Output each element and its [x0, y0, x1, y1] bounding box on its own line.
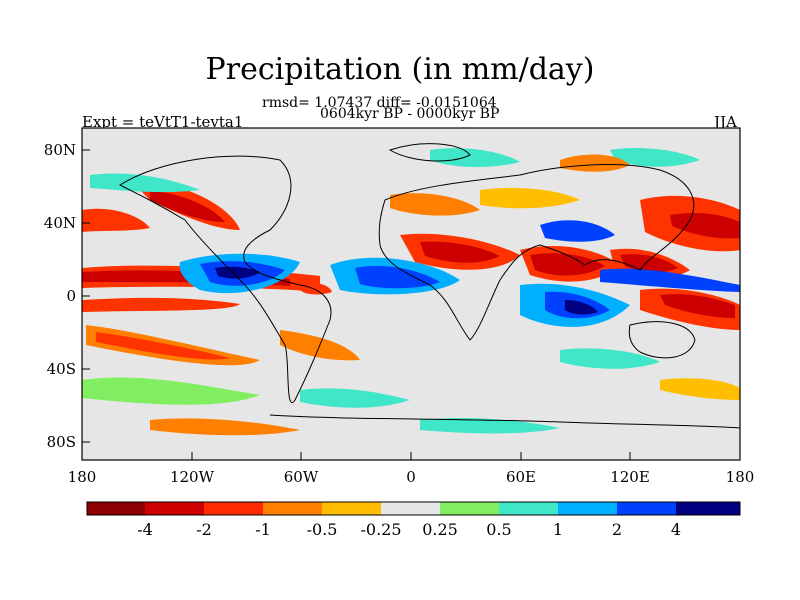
lon-label-0: 0 [406, 468, 416, 486]
colorbar-label: 0.5 [486, 520, 512, 539]
colorbar-label: -4 [137, 520, 153, 539]
lon-label-120w: 120W [169, 468, 215, 486]
colorbar-bin [617, 502, 676, 515]
lon-label-180e: 180 [725, 468, 755, 486]
lat-label-40n: 40N [43, 214, 76, 232]
colorbar-bin [145, 502, 204, 515]
lon-label-120e: 120E [610, 468, 650, 486]
colorbar-bin [676, 502, 740, 515]
colorbar-bin [440, 502, 499, 515]
colorbar-bin [87, 502, 145, 515]
precip-field [82, 128, 740, 460]
lon-label-180w: 180 [67, 468, 97, 486]
colorbar [86, 501, 741, 516]
lat-label-80s: 80S [46, 433, 76, 451]
colorbar-bin [381, 502, 440, 515]
colorbar-bin [204, 502, 263, 515]
colorbar-label: 2 [611, 520, 623, 539]
experiment-label: Expt = teVtT1-tevta1 [82, 113, 244, 131]
colorbar-label: -2 [196, 520, 212, 539]
colorbar-bin [322, 502, 381, 515]
colorbar-label: 1 [552, 520, 564, 539]
lat-label-0: 0 [66, 287, 76, 305]
colorbar-label: -1 [255, 520, 271, 539]
lat-label-80n: 80N [43, 141, 76, 159]
lon-label-60w: 60W [283, 468, 319, 486]
colorbar-bin [499, 502, 558, 515]
colorbar-label: 0.25 [422, 520, 458, 539]
stats-line: rmsd= 1.07437 diff= -0.0151064 [262, 95, 497, 111]
colorbar-bin [263, 502, 322, 515]
colorbar-label: -0.25 [360, 520, 402, 539]
colorbar-label: -0.5 [306, 520, 338, 539]
lat-label-40s: 40S [46, 360, 76, 378]
period-line: 0604kyr BP - 0000kyr BP [320, 106, 500, 122]
colorbar-bin [558, 502, 617, 515]
season-label: JJA [714, 113, 737, 131]
lon-label-60e: 60E [505, 468, 537, 486]
coastlines [118, 143, 740, 429]
axis-ticks [82, 149, 631, 460]
colorbar-label: 4 [670, 520, 682, 539]
map-title: Precipitation (in mm/day) [205, 52, 595, 87]
